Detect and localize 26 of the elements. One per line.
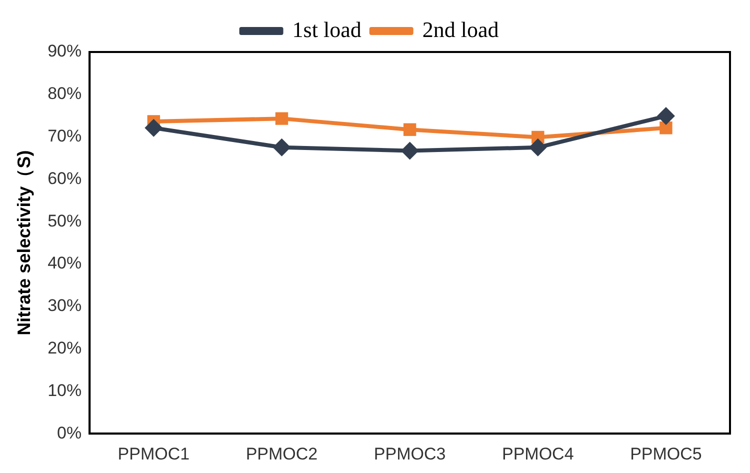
- y-axis-title: Nitrate selectivity（S): [14, 150, 34, 336]
- x-tick-label: PPMOC5: [630, 444, 702, 464]
- y-tick-label: 20%: [48, 338, 82, 358]
- x-tick-label: PPMOC2: [246, 444, 318, 464]
- point: [660, 122, 672, 134]
- y-tick-label: 0%: [57, 423, 82, 442]
- point: [528, 138, 547, 156]
- y-tick-label: 70%: [48, 126, 82, 146]
- point: [272, 138, 291, 156]
- y-tick-label: 90%: [48, 42, 82, 61]
- y-tick-label: 80%: [48, 84, 82, 104]
- x-tick-label: PPMOC4: [502, 444, 574, 464]
- point: [144, 118, 163, 137]
- y-tick-label: 60%: [48, 168, 82, 188]
- point: [275, 112, 288, 125]
- point: [403, 123, 416, 136]
- y-tick-label: 30%: [48, 296, 82, 316]
- y-tick-label: 10%: [48, 380, 82, 400]
- legend-label: 1st load: [292, 16, 362, 42]
- x-tick-label: PPMOC1: [118, 444, 190, 464]
- y-tick-label: 50%: [48, 211, 82, 230]
- y-tick-label: 40%: [48, 254, 82, 273]
- legend-label: 2nd load: [422, 16, 499, 42]
- x-tick-label: PPMOC3: [374, 444, 446, 464]
- point: [400, 142, 419, 160]
- point: [656, 107, 675, 126]
